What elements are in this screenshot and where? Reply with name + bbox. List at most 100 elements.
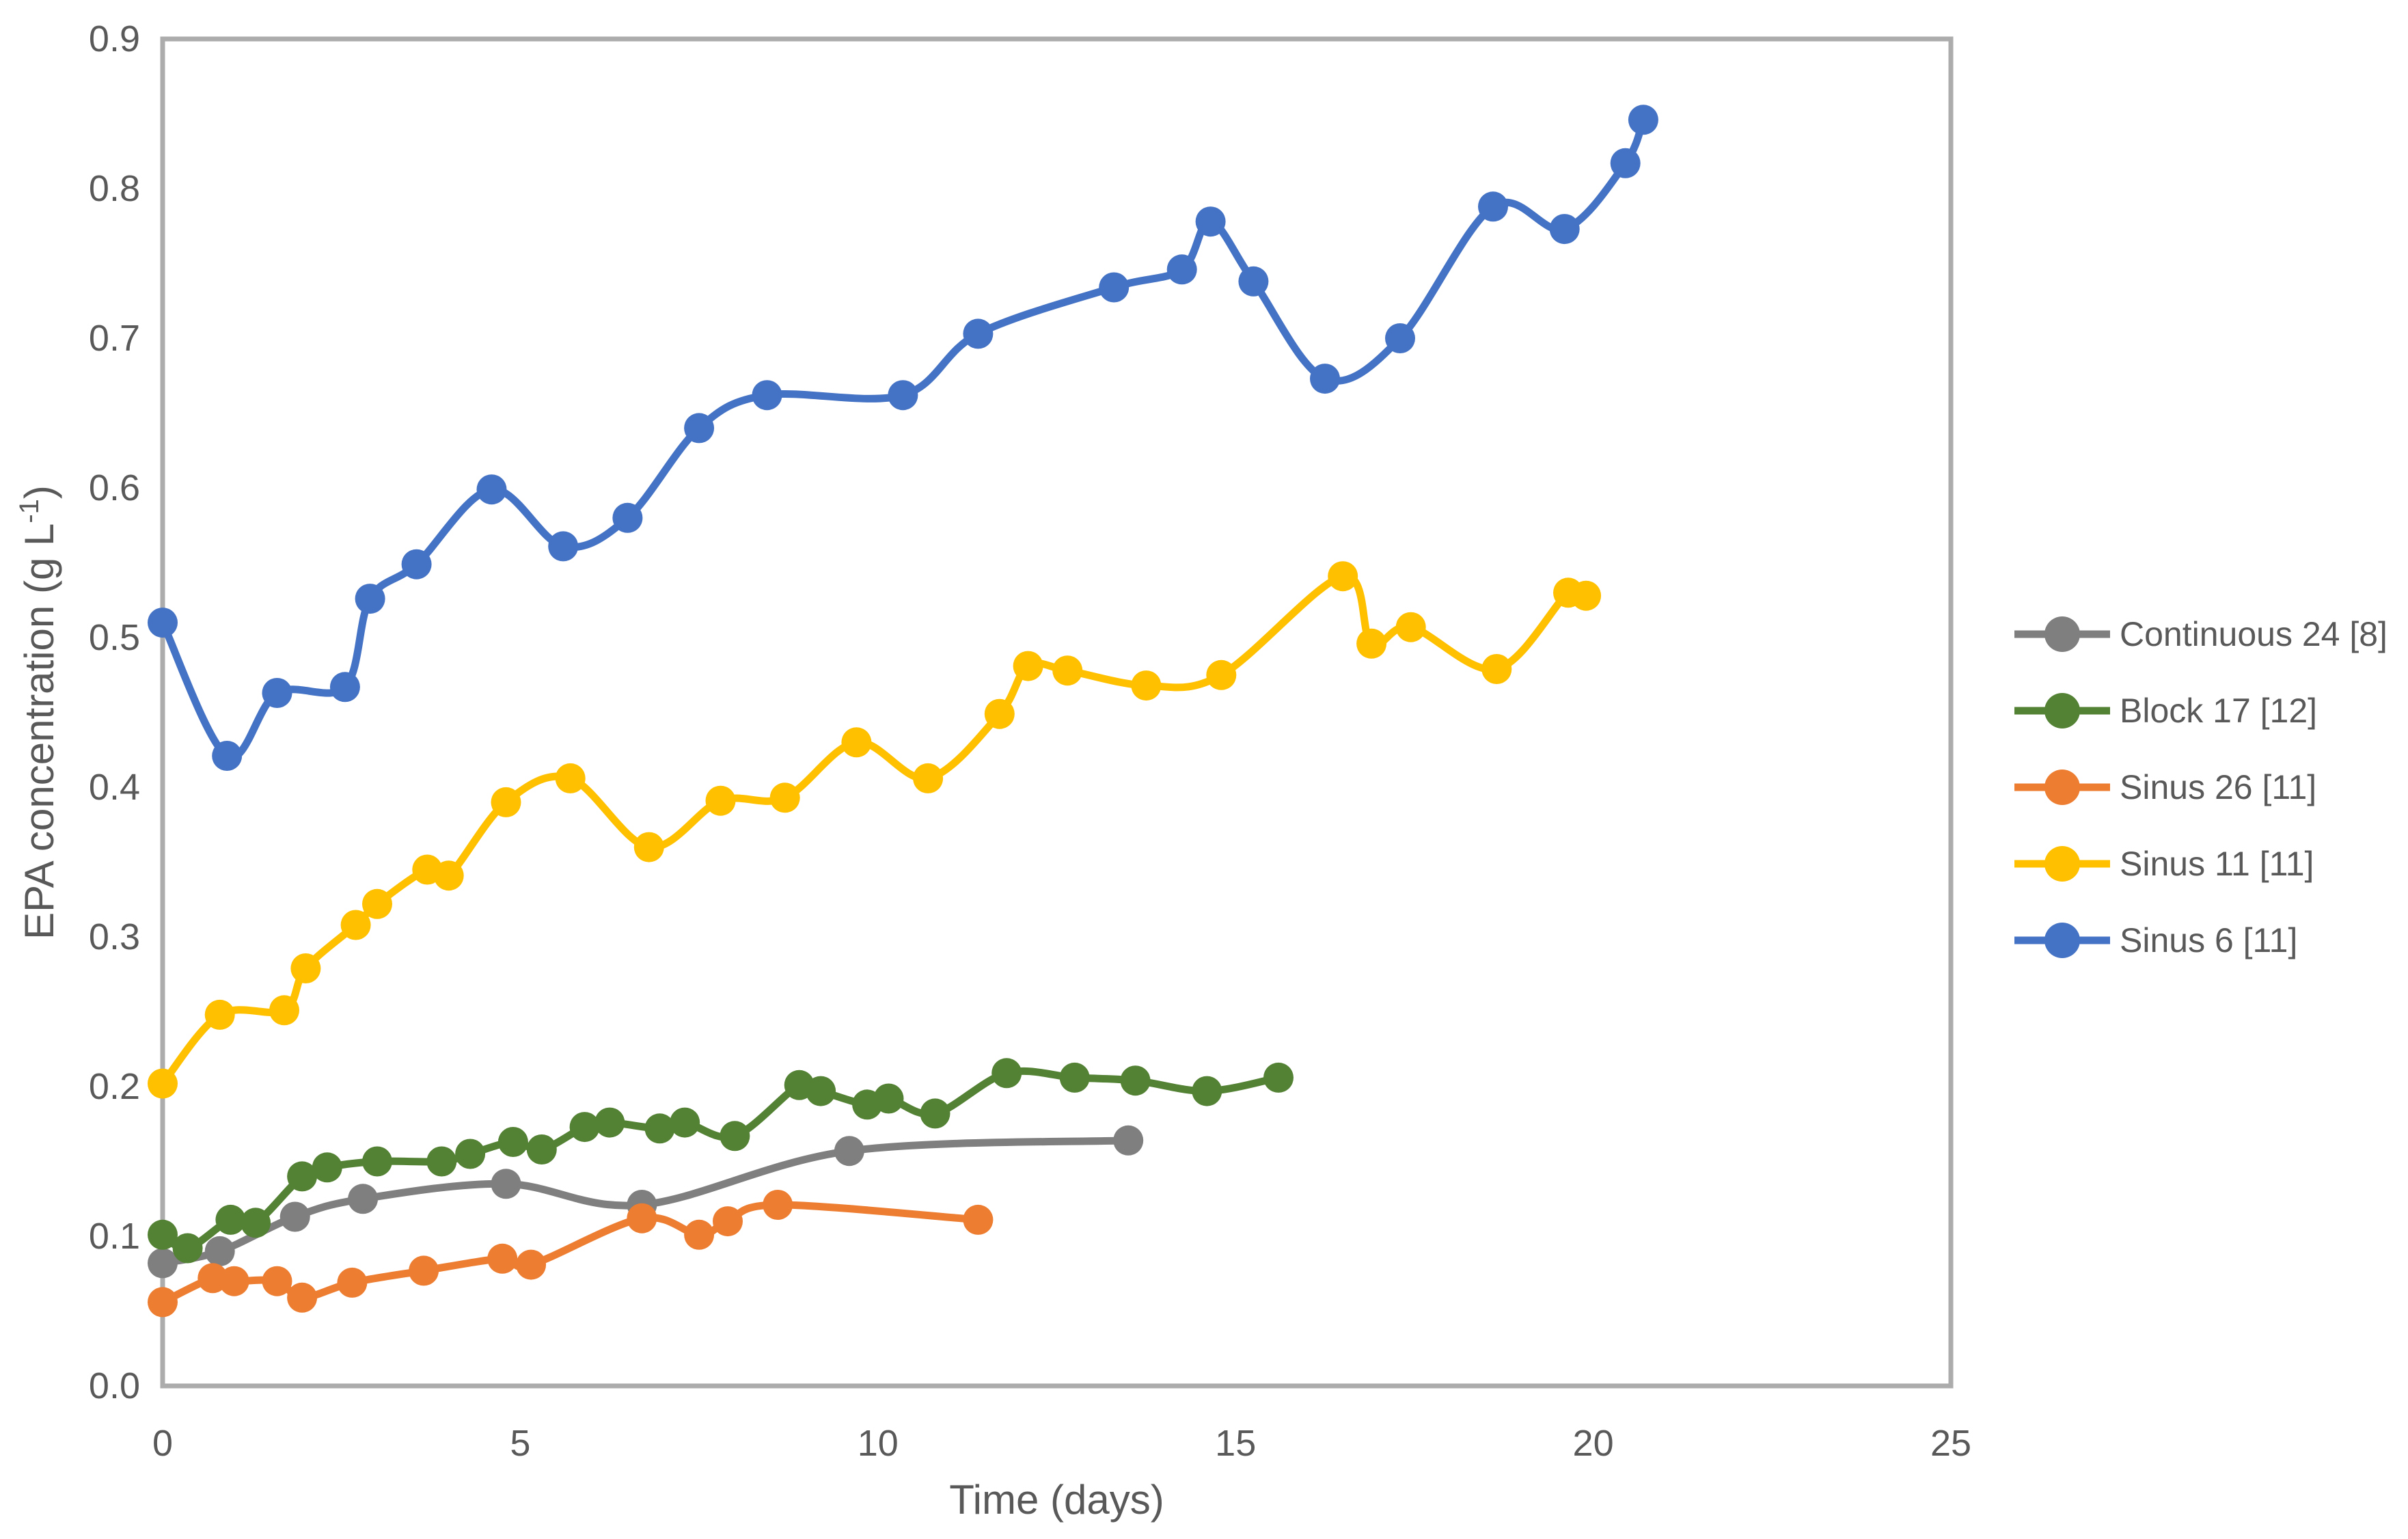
data-point-sinus-11-11[interactable] (1395, 612, 1426, 642)
data-point-sinus-26-11[interactable] (627, 1203, 657, 1234)
data-point-sinus-11-11[interactable] (362, 888, 392, 919)
data-point-sinus-11-11[interactable] (269, 995, 299, 1026)
data-point-sinus-6-11[interactable] (212, 741, 243, 771)
data-point-sinus-11-11[interactable] (1131, 670, 1162, 701)
data-point-block-17-12[interactable] (1263, 1062, 1294, 1093)
data-point-sinus-6-11[interactable] (1478, 191, 1508, 222)
data-point-sinus-11-11[interactable] (1052, 655, 1083, 686)
legend-item-block-17-12[interactable]: Block 17 [12] (2014, 692, 2317, 730)
data-point-sinus-6-11[interactable] (148, 608, 178, 638)
data-point-continuous-24-8[interactable] (204, 1236, 235, 1266)
data-point-sinus-11-11[interactable] (148, 1068, 178, 1099)
data-point-block-17-12[interactable] (526, 1134, 557, 1165)
data-point-sinus-26-11[interactable] (337, 1267, 368, 1298)
data-point-sinus-26-11[interactable] (963, 1204, 994, 1235)
data-point-sinus-26-11[interactable] (219, 1266, 249, 1296)
data-point-sinus-11-11[interactable] (984, 698, 1015, 729)
data-point-block-17-12[interactable] (720, 1121, 750, 1152)
data-point-block-17-12[interactable] (362, 1146, 392, 1177)
data-point-sinus-26-11[interactable] (516, 1249, 547, 1280)
data-point-sinus-26-11[interactable] (763, 1190, 793, 1220)
data-point-sinus-11-11[interactable] (769, 782, 800, 813)
data-point-sinus-6-11[interactable] (476, 474, 507, 505)
data-point-continuous-24-8[interactable] (1113, 1125, 1144, 1156)
data-point-sinus-6-11[interactable] (612, 502, 643, 533)
data-point-sinus-26-11[interactable] (287, 1282, 318, 1313)
data-point-block-17-12[interactable] (215, 1204, 246, 1235)
data-point-sinus-11-11[interactable] (433, 860, 464, 891)
data-point-block-17-12[interactable] (920, 1098, 950, 1129)
data-point-continuous-24-8[interactable] (148, 1248, 178, 1279)
data-point-block-17-12[interactable] (497, 1127, 528, 1157)
data-point-block-17-12[interactable] (644, 1113, 675, 1144)
series-sinus-26-11[interactable] (148, 1190, 994, 1318)
data-point-block-17-12[interactable] (241, 1208, 271, 1238)
data-point-block-17-12[interactable] (312, 1152, 342, 1183)
data-point-sinus-11-11[interactable] (290, 953, 321, 983)
data-point-sinus-11-11[interactable] (1481, 654, 1512, 684)
legend-item-continuous-24-8[interactable]: Continuous 24 [8] (2014, 615, 2388, 653)
data-point-sinus-26-11[interactable] (713, 1206, 743, 1237)
data-point-sinus-6-11[interactable] (1610, 148, 1641, 178)
data-point-continuous-24-8[interactable] (348, 1184, 379, 1214)
data-point-sinus-6-11[interactable] (1099, 272, 1130, 303)
data-point-continuous-24-8[interactable] (279, 1201, 310, 1232)
data-point-block-17-12[interactable] (569, 1112, 600, 1143)
series-line-sinus-6-11[interactable] (159, 115, 1647, 761)
data-point-block-17-12[interactable] (426, 1146, 457, 1177)
data-point-block-17-12[interactable] (670, 1107, 700, 1138)
data-point-sinus-11-11[interactable] (841, 727, 872, 758)
data-point-sinus-11-11[interactable] (1206, 659, 1237, 690)
data-point-block-17-12[interactable] (1059, 1062, 1090, 1093)
data-point-sinus-11-11[interactable] (204, 999, 235, 1030)
legend-item-sinus-26-11[interactable]: Sinus 26 [11] (2014, 768, 2316, 806)
data-point-block-17-12[interactable] (1120, 1065, 1151, 1096)
data-point-continuous-24-8[interactable] (491, 1169, 521, 1199)
data-point-block-17-12[interactable] (991, 1058, 1022, 1089)
data-point-sinus-11-11[interactable] (555, 763, 586, 793)
data-point-sinus-6-11[interactable] (1166, 254, 1197, 285)
data-point-block-17-12[interactable] (594, 1107, 625, 1138)
data-point-sinus-26-11[interactable] (487, 1243, 518, 1274)
data-point-sinus-11-11[interactable] (705, 785, 736, 816)
data-point-block-17-12[interactable] (172, 1233, 203, 1264)
data-point-sinus-11-11[interactable] (633, 832, 664, 862)
series-sinus-11-11[interactable] (148, 561, 1602, 1099)
data-point-block-17-12[interactable] (287, 1161, 318, 1192)
data-point-sinus-26-11[interactable] (262, 1266, 292, 1296)
data-point-sinus-6-11[interactable] (355, 584, 385, 614)
data-point-sinus-6-11[interactable] (329, 672, 360, 703)
data-point-sinus-6-11[interactable] (401, 549, 432, 580)
data-point-sinus-6-11[interactable] (1628, 105, 1658, 135)
data-point-sinus-6-11[interactable] (684, 413, 715, 444)
data-point-sinus-11-11[interactable] (340, 910, 371, 940)
data-point-sinus-6-11[interactable] (548, 531, 579, 562)
data-point-sinus-6-11[interactable] (752, 380, 782, 411)
data-point-sinus-6-11[interactable] (262, 678, 292, 708)
data-point-block-17-12[interactable] (873, 1083, 904, 1114)
data-point-continuous-24-8[interactable] (834, 1136, 864, 1167)
data-point-block-17-12[interactable] (806, 1076, 836, 1106)
data-point-sinus-26-11[interactable] (148, 1287, 178, 1318)
legend-item-sinus-6-11[interactable]: Sinus 6 [11] (2014, 921, 2297, 959)
legend-item-sinus-11-11[interactable]: Sinus 11 [11] (2014, 845, 2314, 883)
data-point-sinus-11-11[interactable] (913, 763, 944, 793)
data-point-sinus-6-11[interactable] (1238, 266, 1269, 297)
data-point-sinus-26-11[interactable] (409, 1255, 439, 1286)
data-point-sinus-6-11[interactable] (1195, 206, 1226, 237)
data-point-sinus-6-11[interactable] (1310, 364, 1340, 394)
series-continuous-24-8[interactable] (148, 1125, 1144, 1279)
data-point-sinus-11-11[interactable] (1571, 580, 1602, 611)
data-point-sinus-6-11[interactable] (1385, 323, 1415, 353)
data-point-sinus-11-11[interactable] (1356, 628, 1387, 659)
data-point-sinus-6-11[interactable] (963, 318, 994, 349)
series-block-17-12[interactable] (148, 1058, 1294, 1264)
series-sinus-6-11[interactable] (148, 105, 1658, 771)
data-point-sinus-11-11[interactable] (491, 787, 521, 817)
data-point-block-17-12[interactable] (455, 1139, 486, 1169)
data-point-block-17-12[interactable] (1192, 1076, 1222, 1106)
data-point-sinus-11-11[interactable] (1328, 561, 1358, 592)
data-point-sinus-6-11[interactable] (888, 380, 918, 411)
data-point-block-17-12[interactable] (148, 1219, 178, 1250)
data-point-sinus-6-11[interactable] (1549, 214, 1580, 245)
